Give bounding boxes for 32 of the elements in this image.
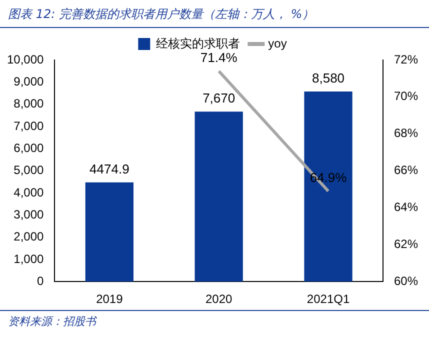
- data-label: 4474.9: [90, 162, 130, 177]
- bar: [85, 182, 134, 282]
- x-tick-label: 2021Q1: [306, 292, 350, 306]
- legend-label: yoy: [268, 36, 287, 50]
- y2-tick-label: 64%: [394, 200, 418, 214]
- y-tick-label: 10,000: [7, 52, 44, 66]
- y-tick-label: 3,000: [14, 207, 44, 222]
- bar: [194, 112, 243, 282]
- x-tick-label: 2020: [205, 292, 233, 306]
- bar: [304, 91, 352, 282]
- y-tick-label: 7,000: [14, 118, 44, 133]
- data-label: 8,580: [312, 70, 345, 86]
- y2-tick-label: 68%: [394, 126, 418, 140]
- y2-tick-label: 60%: [394, 274, 418, 288]
- text: 资料来源：招股书: [8, 314, 98, 329]
- y-tick-label: 9,000: [14, 74, 44, 88]
- data-label: 7,670: [202, 90, 236, 106]
- x-tick-label: 2019: [96, 292, 124, 306]
- y2-tick-label: 62%: [394, 236, 418, 251]
- y-tick-label: 8,000: [14, 96, 44, 111]
- y-tick-label: 1,000: [14, 252, 44, 266]
- chart-title: 图表 12: 完善数据的求职者用户数量（左轴：万人， %）: [0, 0, 429, 28]
- y-tick-label: 4,000: [14, 185, 44, 200]
- y2-tick-label: 70%: [394, 89, 418, 104]
- y-tick-label: 2,000: [14, 230, 44, 244]
- data-label: 71.4%: [200, 50, 238, 66]
- y-tick-label: 5,000: [14, 163, 44, 178]
- y2-tick-label: 66%: [394, 163, 418, 178]
- y-tick-label: 6,000: [14, 140, 44, 155]
- y-tick-label: 0: [37, 274, 44, 288]
- y2-tick-label: 72%: [394, 52, 418, 66]
- legend-label: 经核实的求职者: [156, 36, 240, 50]
